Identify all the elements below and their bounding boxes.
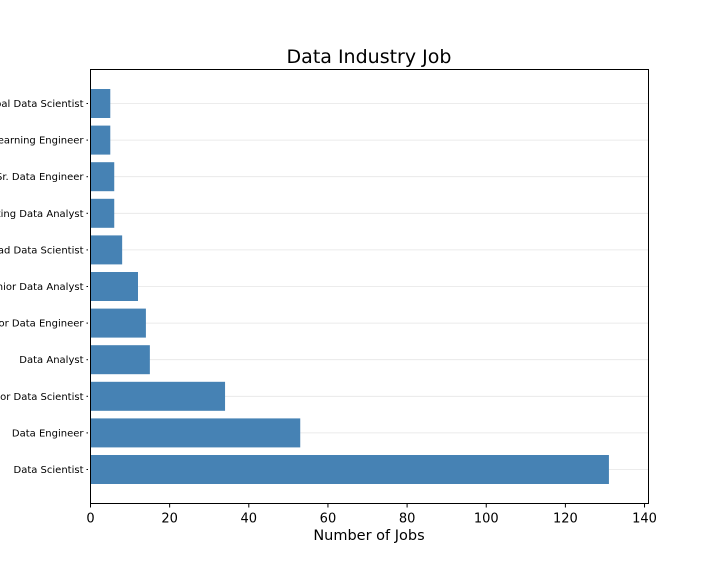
bar	[90, 455, 609, 484]
bars	[90, 89, 609, 484]
bar	[90, 89, 111, 118]
bar	[90, 198, 115, 228]
bar	[90, 125, 111, 155]
x-tick-label: 120	[553, 512, 578, 527]
x-tick-label: 40	[241, 512, 258, 527]
y-tick-label: Senior Data Engineer	[0, 319, 84, 330]
y-tick-label: Senior Data Analyst	[0, 282, 84, 293]
bar	[90, 308, 146, 338]
x-axis-label: Number of Jobs	[313, 528, 424, 544]
bar	[90, 162, 115, 192]
plot-frame	[90, 69, 649, 504]
y-tick-label: Data Engineer	[12, 428, 84, 439]
bar	[90, 272, 138, 301]
chart-title: Data Industry Job	[287, 46, 452, 68]
bar	[90, 381, 226, 411]
bar	[90, 345, 150, 375]
y-axis-ticks: Data Scientist Data Engineer Senior Data S…	[0, 99, 88, 476]
x-tick-label: 60	[320, 512, 337, 527]
bar	[90, 235, 123, 265]
x-tick-label: 20	[161, 512, 178, 527]
y-tick-label: Data Analyst	[19, 355, 83, 366]
x-tick-label: 140	[632, 512, 657, 527]
y-tick-label: Senior Data Scientist	[0, 392, 84, 403]
y-tick-label: Data Scientist	[14, 465, 84, 476]
y-tick-label: Machine Learning Engineer	[0, 136, 84, 147]
y-tick-label: Lead Data Scientist	[0, 245, 84, 256]
gridlines	[90, 103, 649, 470]
x-axis-ticks: 0 20 40 60 80 100 120 140	[86, 503, 657, 527]
y-tick-label: Sr. Data Engineer	[0, 172, 84, 183]
bar	[90, 418, 301, 448]
y-tick-label: Marketing Data Analyst	[0, 209, 84, 220]
y-tick-label: Principal Data Scientist	[0, 99, 84, 110]
x-tick-label: 80	[399, 512, 416, 527]
x-tick-label: 0	[86, 512, 94, 527]
x-tick-label: 100	[474, 512, 499, 527]
